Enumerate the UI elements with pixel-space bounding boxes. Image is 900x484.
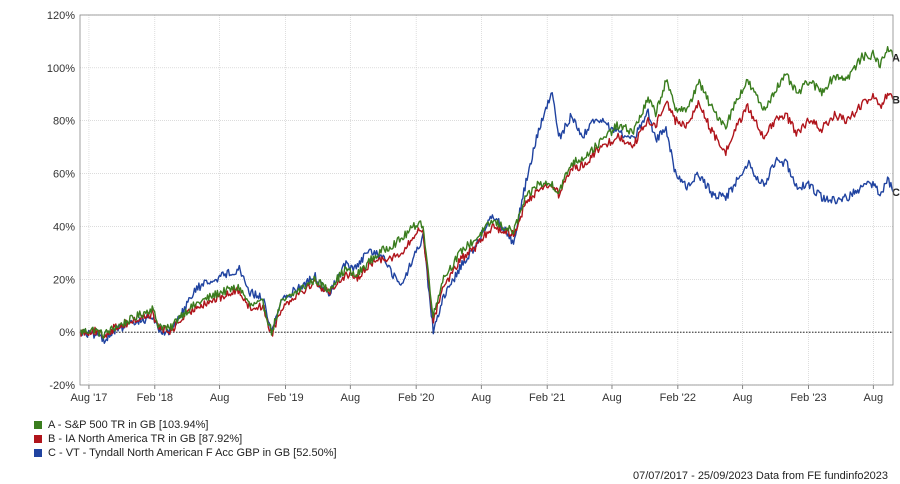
x-tick-label: Aug xyxy=(210,392,230,404)
legend-item-a: A - S&P 500 TR in GB [103.94%] xyxy=(34,418,337,432)
series-lines xyxy=(79,46,894,344)
y-tick-label: 40% xyxy=(53,221,75,233)
series-end-label-b: B xyxy=(892,95,900,107)
legend-item-c: C - VT - Tyndall North American F Acc GB… xyxy=(34,446,337,460)
grid-lines xyxy=(80,14,893,386)
x-tick-label: Aug xyxy=(472,392,492,404)
legend-label-a: A - S&P 500 TR in GB [103.94%] xyxy=(48,419,209,431)
legend-label-b: B - IA North America TR in GB [87.92%] xyxy=(48,433,243,445)
series-line-a xyxy=(79,46,894,340)
x-tick-label: Feb '18 xyxy=(137,392,173,404)
x-tick-label: Feb '21 xyxy=(529,392,565,404)
y-tick-label: 100% xyxy=(47,63,75,75)
legend-swatch-a xyxy=(34,421,42,429)
legend-label-c: C - VT - Tyndall North American F Acc GB… xyxy=(48,447,337,459)
y-tick-label: 20% xyxy=(53,274,75,286)
x-tick-label: Aug xyxy=(733,392,753,404)
x-axis-ticks: Aug '17 Feb '18 Aug Feb '19 Aug Feb '20 Aug Feb… xyxy=(70,385,883,404)
x-tick-label: Feb '20 xyxy=(398,392,434,404)
legend-item-b: B - IA North America TR in GB [87.92%] xyxy=(34,432,337,446)
x-tick-label: Feb '22 xyxy=(660,392,696,404)
source-footer: 07/07/2017 - 25/09/2023 Data from FE fun… xyxy=(632,470,888,482)
plot-frame xyxy=(79,14,894,386)
y-tick-label: -20% xyxy=(49,380,75,392)
x-tick-label: Aug xyxy=(864,392,884,404)
y-tick-label: 120% xyxy=(47,10,75,22)
y-axis-ticks: 120% 100% 80% 60% 40% 20% 0% -20% xyxy=(47,10,75,392)
series-end-labels: C B A xyxy=(892,52,900,199)
y-tick-label: 60% xyxy=(53,169,75,181)
x-tick-label: Aug xyxy=(340,392,360,404)
series-end-label-a: A xyxy=(892,52,900,64)
x-tick-label: Feb '19 xyxy=(267,392,303,404)
series-line-c xyxy=(79,92,894,344)
y-tick-label: 0% xyxy=(59,327,75,339)
series-end-label-c: C xyxy=(892,187,900,199)
x-tick-label: Feb '23 xyxy=(790,392,826,404)
legend-swatch-b xyxy=(34,435,42,443)
x-tick-label: Aug '17 xyxy=(70,392,107,404)
performance-chart: 120% 100% 80% 60% 40% 20% 0% -20% Aug '17 Feb '1… xyxy=(47,10,900,404)
series-line-b xyxy=(79,92,894,339)
legend: A - S&P 500 TR in GB [103.94%] B - IA No… xyxy=(34,418,337,460)
legend-swatch-c xyxy=(34,449,42,457)
y-tick-label: 80% xyxy=(53,116,75,128)
x-tick-label: Aug xyxy=(602,392,622,404)
